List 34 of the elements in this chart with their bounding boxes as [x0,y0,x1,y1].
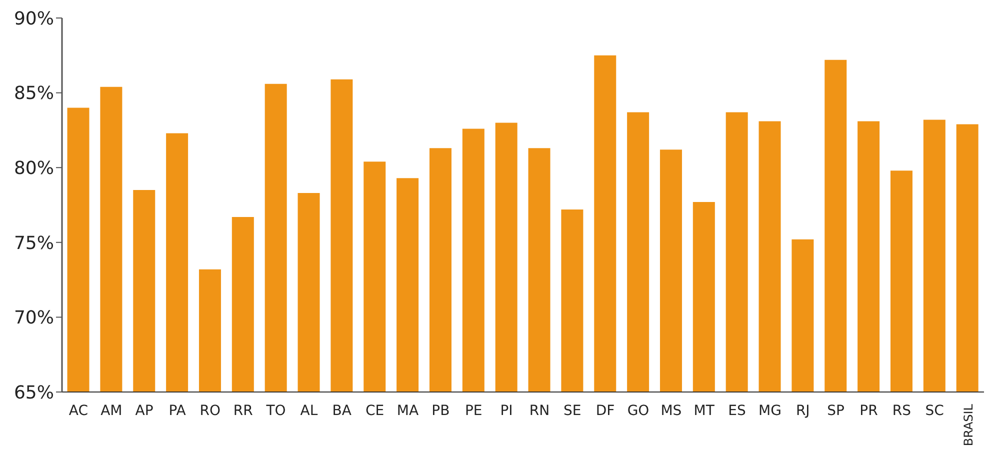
x-tick-label: AM [100,403,122,419]
x-tick-label: PE [464,403,482,419]
x-tick-label: PR [860,403,878,419]
x-tick-label: ES [728,403,746,419]
y-tick-label: 80% [14,158,54,179]
y-tick-label: 90% [14,8,54,30]
x-tick-label: SE [564,403,582,419]
x-tick-label: RN [529,403,550,419]
x-tick-label: RJ [796,403,810,419]
y-tick-label: 70% [14,308,54,329]
x-tick-label: MA [396,403,419,419]
x-tick-label: BA [332,403,352,419]
x-tick-label: RS [892,403,912,419]
x-tick-label: PI [500,403,513,419]
x-tick-label: MT [694,403,715,419]
x-tick-label: SP [827,403,844,419]
x-tick-label: BRASIL [962,404,976,446]
x-tick-label: AC [68,403,88,419]
x-tick-label: CE [366,403,384,419]
x-tick-label: AL [300,403,318,419]
x-tick-label: RO [200,403,221,419]
y-tick-label: 65% [14,382,54,404]
x-tick-label: DF [596,403,615,419]
x-tick-label: SC [925,403,944,419]
x-tick-label: RR [233,403,254,419]
x-tick-label: GO [627,403,650,419]
x-tick-label: PA [168,403,186,419]
y-tick-label: 85% [14,83,54,104]
x-tick-label: AP [135,403,154,419]
x-tick-label: TO [265,403,286,419]
x-tick-label: PB [432,403,450,419]
x-tick-label: MS [660,403,682,419]
x-tick-label: MG [758,403,782,419]
y-tick-label: 75% [14,232,54,254]
